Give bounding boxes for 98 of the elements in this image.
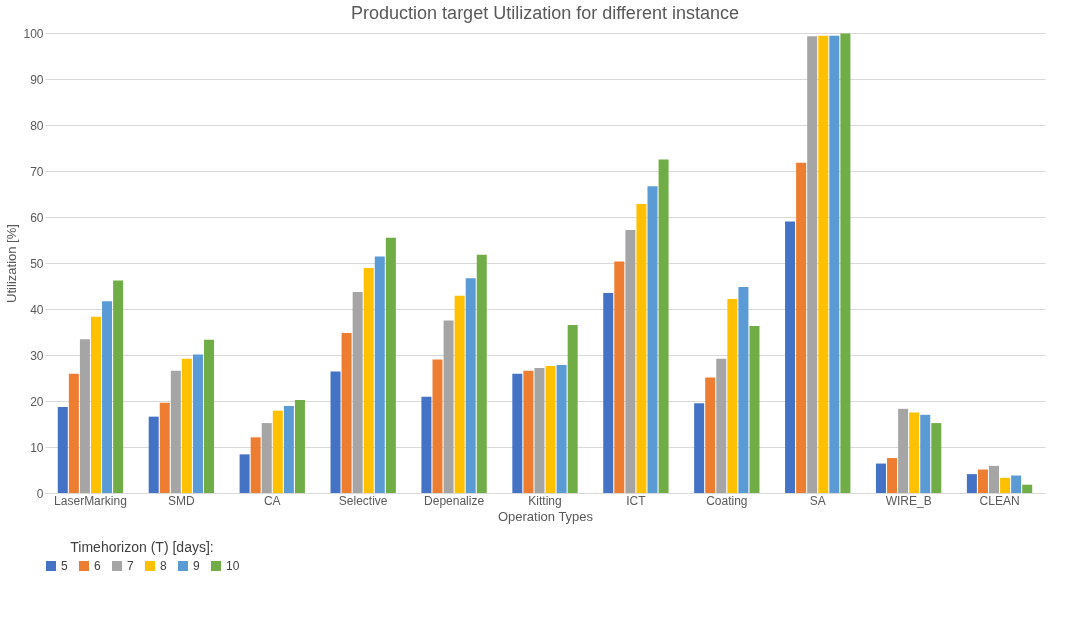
x-tick-label: Depenalize	[424, 493, 485, 508]
legend-label: 7	[127, 559, 134, 573]
bar	[818, 35, 829, 493]
bar	[79, 339, 90, 493]
bar	[170, 370, 181, 493]
x-tick-label: SMD	[168, 493, 196, 508]
x-tick-label: Kitting	[528, 493, 562, 508]
x-axis-title: Operation Types	[497, 508, 594, 524]
bar	[68, 373, 79, 493]
y-tick-label: 30	[30, 348, 44, 363]
y-tick-label: 40	[30, 302, 44, 317]
y-tick-label: 0	[36, 486, 44, 501]
y-tick-label: 80	[30, 118, 44, 133]
bar	[625, 229, 636, 493]
bar	[749, 326, 760, 493]
bar	[443, 320, 454, 493]
y-tick-label: 100	[23, 26, 44, 41]
bar	[465, 278, 476, 493]
bar	[102, 301, 113, 493]
x-tick-label: ICT	[626, 493, 647, 508]
bar	[887, 458, 898, 493]
bar	[421, 396, 432, 493]
bar	[272, 410, 283, 493]
bar	[294, 400, 305, 493]
bar	[374, 256, 385, 493]
bar	[716, 358, 727, 493]
bar	[90, 316, 101, 493]
x-tick-label: CLEAN	[979, 493, 1020, 508]
bar	[363, 268, 374, 493]
y-tick-label: 90	[30, 72, 44, 87]
bar	[647, 186, 658, 493]
bar	[727, 298, 738, 493]
bar	[694, 403, 705, 493]
bar	[603, 292, 614, 493]
bar	[785, 221, 796, 493]
bar	[920, 414, 931, 493]
bar	[966, 474, 977, 493]
bar	[898, 408, 909, 493]
bar	[989, 465, 1000, 493]
y-axis-title: Utilization [%]	[4, 224, 20, 303]
bar	[534, 367, 545, 493]
bar	[204, 339, 215, 493]
bar	[909, 412, 920, 493]
bar	[840, 33, 851, 493]
bar	[239, 454, 250, 493]
bar	[614, 261, 625, 493]
bar	[330, 371, 341, 493]
x-tick-label: LaserMarking	[54, 493, 127, 508]
y-tick-label: 70	[30, 164, 44, 179]
y-tick-label: 50	[30, 256, 44, 271]
legend-label: 8	[160, 559, 167, 573]
bar	[829, 35, 840, 493]
bar	[57, 406, 68, 493]
bar	[113, 280, 124, 493]
bar	[181, 358, 192, 493]
bar	[875, 463, 886, 493]
bar	[567, 325, 578, 493]
x-tick-label: CA	[263, 493, 281, 508]
chart-title: Production target Utilization for different instance	[351, 3, 739, 23]
x-tick-label: WIRE_B	[885, 493, 932, 508]
bar	[476, 254, 487, 493]
bar	[1022, 484, 1033, 493]
x-tick-label: Coating	[706, 493, 748, 508]
bar	[545, 366, 556, 493]
bar	[261, 423, 272, 493]
x-tick-label: Selective	[338, 493, 388, 508]
bar	[556, 365, 567, 493]
bar	[705, 377, 716, 493]
y-tick-label: 20	[30, 394, 44, 409]
bar	[385, 237, 396, 493]
bar	[512, 373, 523, 493]
bar	[148, 416, 159, 493]
bar	[352, 291, 363, 493]
bar	[1011, 475, 1022, 493]
bar	[931, 423, 942, 493]
bar	[658, 159, 669, 493]
y-tick-label: 10	[30, 440, 44, 455]
bar	[1000, 477, 1011, 493]
bar	[159, 402, 170, 493]
legend-label: 5	[61, 559, 68, 573]
x-tick-label: SA	[809, 493, 826, 508]
bar	[738, 286, 749, 493]
legend-label: 10	[226, 559, 240, 573]
legend-label: 9	[193, 559, 200, 573]
bar	[250, 437, 261, 493]
bar	[192, 354, 203, 493]
bar	[636, 204, 647, 493]
y-tick-label: 60	[30, 210, 44, 225]
bar	[977, 469, 988, 493]
legend-label: 6	[94, 559, 101, 573]
bar	[796, 162, 807, 493]
bar	[807, 36, 818, 493]
bar	[283, 406, 294, 493]
bar	[523, 370, 534, 493]
bar	[341, 332, 352, 493]
bar	[454, 295, 465, 493]
legend-title: Timehorizon (T) [days]:	[70, 539, 214, 555]
bar	[432, 359, 443, 493]
